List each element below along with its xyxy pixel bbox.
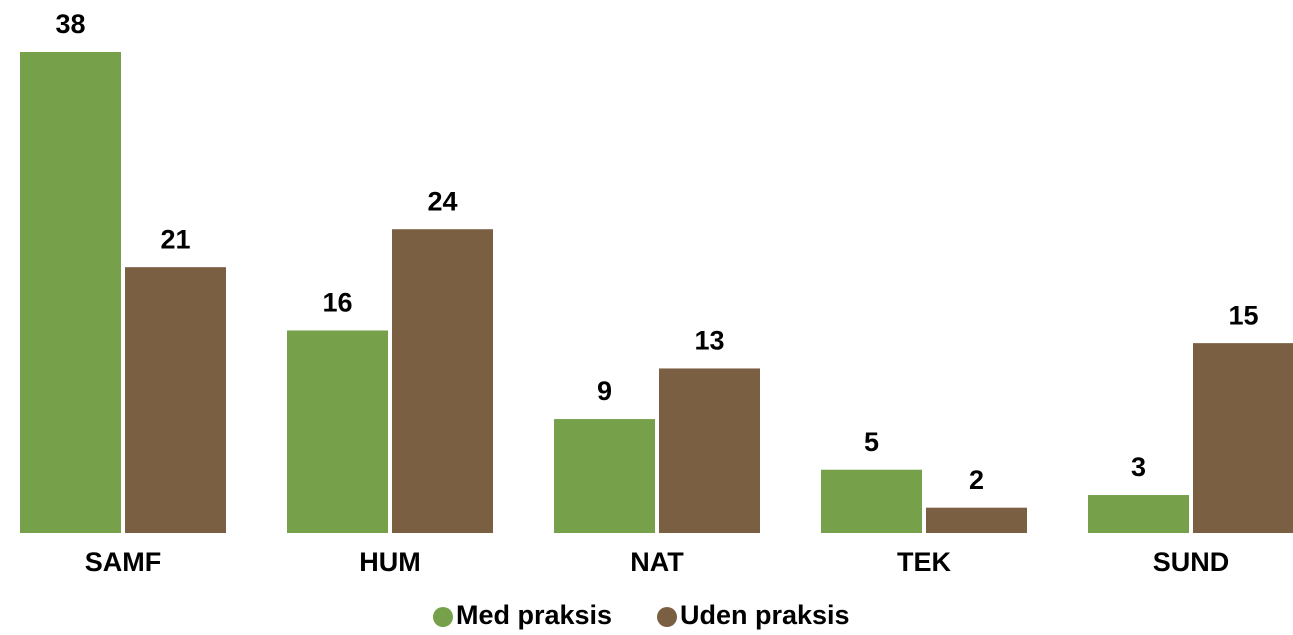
data-label: 24: [427, 186, 457, 216]
bar: [20, 52, 121, 533]
legend-label: Med praksis: [456, 600, 612, 630]
bar: [287, 330, 388, 533]
data-label: 2: [969, 465, 984, 495]
x-tick-label: SAMF: [85, 547, 162, 577]
bar: [1193, 343, 1293, 533]
bar: [392, 229, 493, 534]
data-label: 16: [322, 288, 352, 318]
data-label: 13: [694, 326, 724, 356]
data-label: 21: [160, 224, 190, 254]
bar: [125, 267, 226, 533]
legend-label: Uden praksis: [680, 600, 850, 630]
bar: [926, 507, 1027, 533]
data-label: 3: [1131, 452, 1146, 482]
x-tick-label: NAT: [630, 547, 684, 577]
bar: [1088, 495, 1189, 533]
x-tick-label: TEK: [897, 547, 952, 577]
bar: [554, 419, 655, 533]
data-label: 9: [597, 376, 612, 406]
legend-marker: [657, 607, 677, 627]
data-label: 5: [864, 427, 879, 457]
bar: [821, 469, 922, 533]
data-label: 38: [55, 9, 85, 39]
legend-marker: [433, 607, 453, 627]
x-tick-label: SUND: [1153, 547, 1230, 577]
data-label: 15: [1228, 300, 1258, 330]
x-tick-label: HUM: [359, 547, 421, 577]
bar: [659, 368, 760, 533]
